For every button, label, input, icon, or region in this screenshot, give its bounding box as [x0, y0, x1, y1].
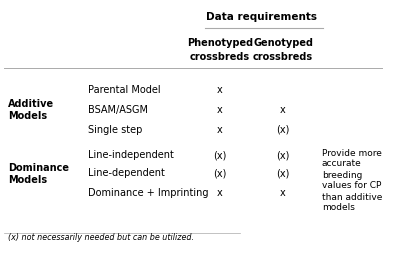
Text: Models: Models	[8, 175, 47, 185]
Text: BSAM/ASGM: BSAM/ASGM	[88, 105, 148, 115]
Text: Provide more: Provide more	[322, 148, 382, 158]
Text: (x): (x)	[213, 150, 227, 160]
Text: (x): (x)	[276, 168, 290, 178]
Text: Parental Model: Parental Model	[88, 85, 161, 95]
Text: x: x	[217, 125, 223, 135]
Text: Dominance + Imprinting: Dominance + Imprinting	[88, 188, 208, 198]
Text: x: x	[280, 105, 286, 115]
Text: Additive: Additive	[8, 99, 54, 109]
Text: Line-dependent: Line-dependent	[88, 168, 165, 178]
Text: accurate: accurate	[322, 159, 362, 168]
Text: Data requirements: Data requirements	[206, 12, 317, 22]
Text: (x) not necessarily needed but can be utilized.: (x) not necessarily needed but can be ut…	[8, 233, 194, 242]
Text: x: x	[217, 85, 223, 95]
Text: x: x	[217, 105, 223, 115]
Text: Single step: Single step	[88, 125, 142, 135]
Text: models: models	[322, 204, 355, 212]
Text: values for CP: values for CP	[322, 181, 381, 191]
Text: breeding: breeding	[322, 171, 362, 179]
Text: (x): (x)	[276, 150, 290, 160]
Text: Genotyped: Genotyped	[253, 38, 313, 48]
Text: Phenotyped: Phenotyped	[187, 38, 253, 48]
Text: Line-independent: Line-independent	[88, 150, 174, 160]
Text: crossbreds: crossbreds	[253, 52, 313, 62]
Text: Models: Models	[8, 111, 47, 121]
Text: x: x	[217, 188, 223, 198]
Text: crossbreds: crossbreds	[190, 52, 250, 62]
Text: than additive: than additive	[322, 192, 382, 202]
Text: Dominance: Dominance	[8, 163, 69, 173]
Text: x: x	[280, 188, 286, 198]
Text: (x): (x)	[213, 168, 227, 178]
Text: (x): (x)	[276, 125, 290, 135]
